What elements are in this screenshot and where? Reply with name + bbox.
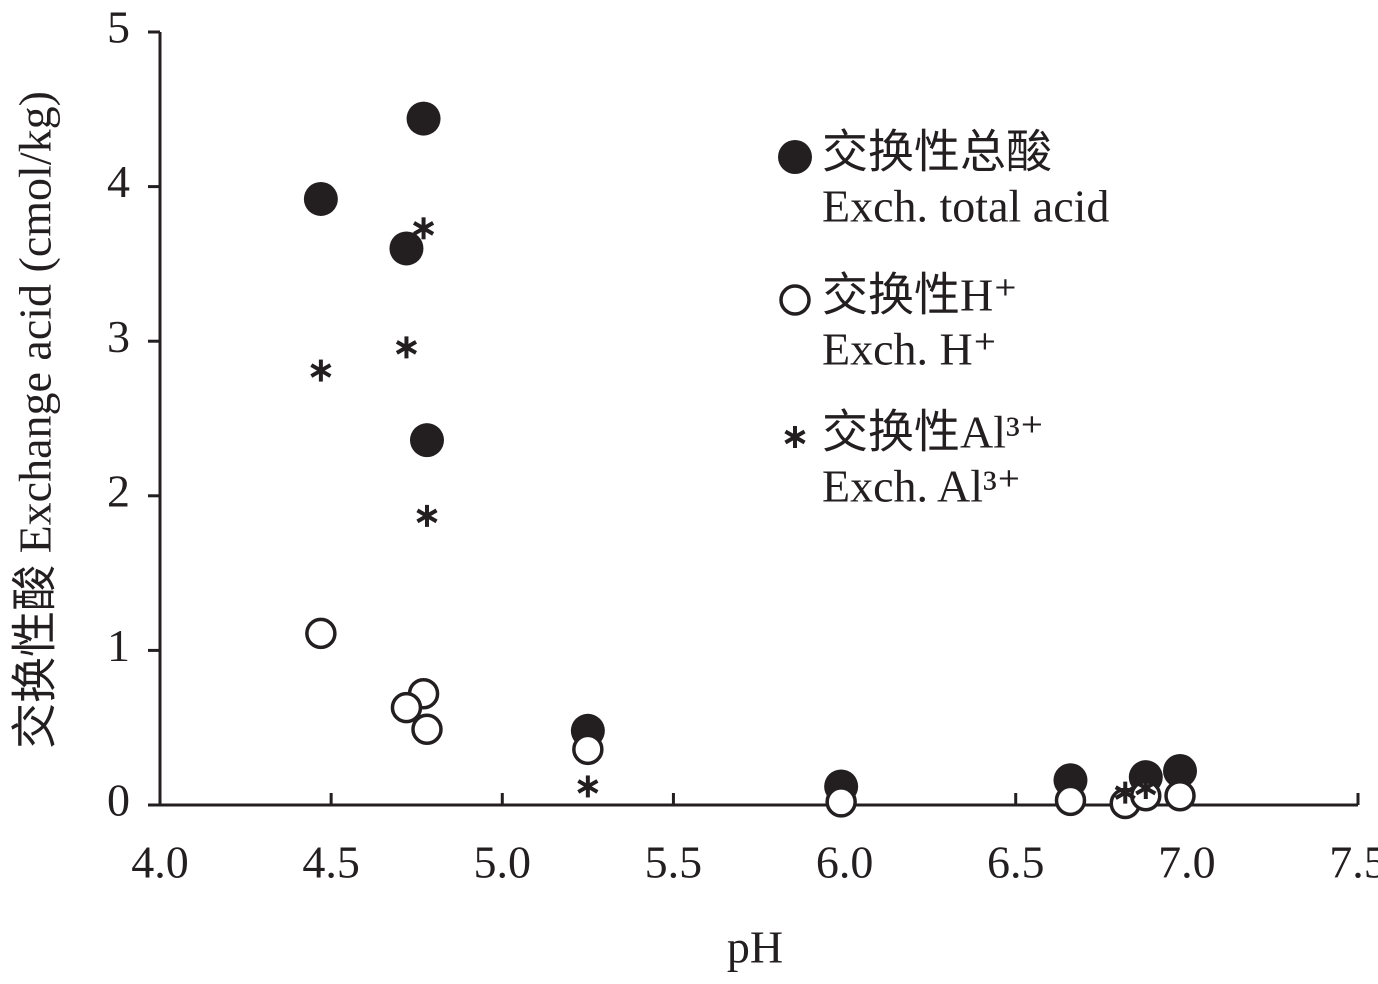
point [409,423,444,458]
y-tick-label: 3 [107,311,130,362]
asterisk-stroke [310,363,332,378]
point [411,713,443,745]
legend-label: Exch. H⁺ [822,324,997,375]
x-tick-label: 7.5 [1329,837,1378,888]
point [1163,753,1198,788]
legend-label: Exch. total acid [822,181,1109,232]
point [390,691,423,724]
asterisk-stroke [416,508,438,524]
x-tick-label: 6.0 [816,837,874,888]
asterisk-stroke [395,340,418,355]
point [572,733,604,766]
legend-label: Exch. Al³⁺ [822,461,1021,512]
point [406,101,441,136]
point [389,231,424,266]
asterisk-stroke [1114,785,1136,800]
x-tick-label: 5.0 [474,837,532,888]
x-tick-label: 7.0 [1158,837,1216,888]
legend-marker [778,140,812,174]
y-tick-label: 0 [107,775,130,826]
legend-marker [784,426,806,448]
point [825,786,857,818]
asterisk-stroke [577,779,599,794]
asterisk-stroke [412,221,435,236]
y-tick-label: 4 [107,156,130,207]
point [412,217,435,240]
asterisk-stroke [784,429,806,445]
point [305,617,337,650]
point [395,336,418,359]
y-tick-label: 5 [107,2,130,53]
legend-label: 交换性总酸 [822,127,1052,178]
legend-label: 交换性Al³⁺ [822,407,1044,458]
x-tick-label: 5.5 [645,837,703,888]
y-axis-label: 交换性酸 Exchange acid (cmol/kg) [10,91,61,749]
x-tick-label: 4.5 [302,837,360,888]
point [416,504,438,527]
legend-label: 交换性H⁺ [822,270,1018,321]
y-tick-label: 1 [107,620,130,671]
x-tick-label: 6.5 [987,837,1045,888]
x-tick-label: 4.0 [131,837,189,888]
point [310,359,332,382]
legend-marker [779,284,811,316]
point [1114,781,1136,804]
point [303,181,338,216]
x-axis-label: pH [727,922,783,973]
point [1054,784,1087,817]
point [1164,779,1196,812]
point [577,775,599,798]
asterisk-stroke [1135,780,1157,796]
point [1135,776,1157,799]
y-tick-label: 2 [107,465,130,516]
